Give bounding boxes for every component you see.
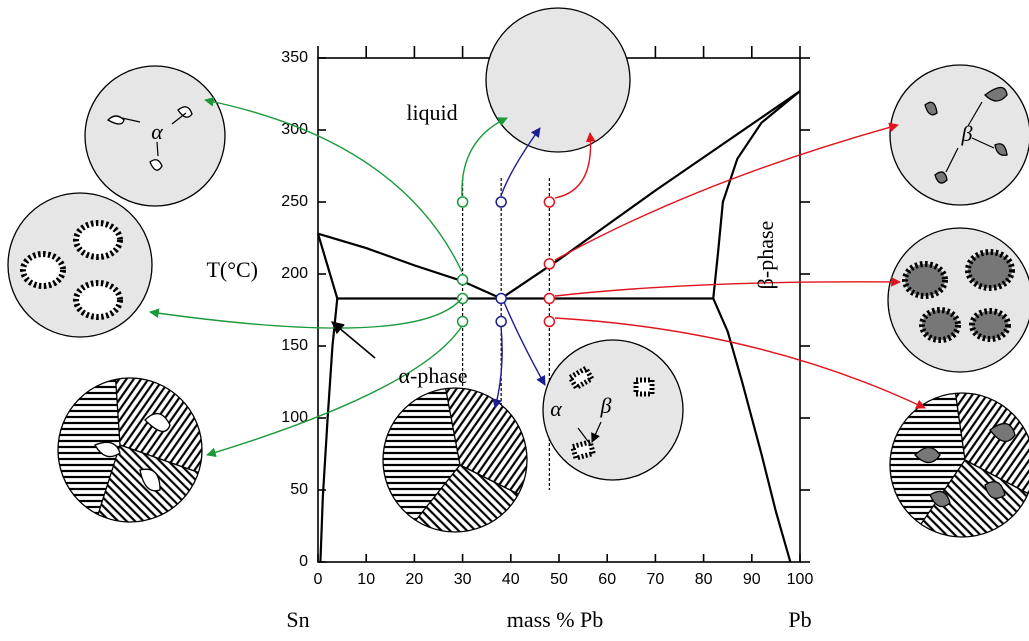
- x-end-label: Pb: [788, 607, 811, 632]
- state-marker: [458, 317, 468, 327]
- phase-boundary: [318, 234, 337, 299]
- x-axis-label: mass % Pb: [507, 607, 604, 632]
- annotation: α: [550, 396, 562, 421]
- x-tick-label: 70: [647, 571, 665, 588]
- y-tick-label: 50: [290, 481, 308, 498]
- state-marker: [544, 259, 554, 269]
- y-tick-label: 200: [281, 265, 308, 282]
- x-tick-label: 30: [454, 571, 472, 588]
- microstructures: [8, 8, 1029, 540]
- phase-boundary: [713, 298, 790, 562]
- state-marker: [496, 317, 506, 327]
- phase-boundary: [318, 234, 501, 299]
- annotation: β: [600, 393, 612, 418]
- x-tick-label: 0: [314, 571, 323, 588]
- annotation: liquid: [406, 100, 457, 125]
- x-tick-label: 100: [787, 571, 814, 588]
- x-tick-label: 90: [743, 571, 761, 588]
- x-tick-label: 10: [357, 571, 375, 588]
- y-tick-label: 350: [281, 49, 308, 66]
- state-marker: [544, 317, 554, 327]
- state-marker: [458, 275, 468, 285]
- x-tick-label: 40: [502, 571, 520, 588]
- x-tick-label: 20: [406, 571, 424, 588]
- chart: 0102030405060708090100050100150200250300…: [0, 0, 1029, 641]
- annotation: β-phase: [753, 221, 778, 290]
- annotation: α: [151, 119, 163, 144]
- y-tick-label: 100: [281, 409, 308, 426]
- annotation: α-phase: [399, 363, 468, 388]
- x-tick-label: 80: [695, 571, 713, 588]
- y-axis-label: T(°C): [206, 257, 258, 282]
- phase-boundary: [320, 298, 337, 562]
- x-tick-label: 60: [598, 571, 616, 588]
- state-marker: [458, 197, 468, 207]
- x-tick-label: 50: [550, 571, 568, 588]
- state-marker: [496, 197, 506, 207]
- y-tick-label: 250: [281, 193, 308, 210]
- annotation: β: [961, 121, 973, 146]
- state-marker: [544, 293, 554, 303]
- x-end-label: Sn: [286, 607, 309, 632]
- y-tick-label: 150: [281, 337, 308, 354]
- state-marker: [544, 197, 554, 207]
- y-tick-label: 0: [299, 553, 308, 570]
